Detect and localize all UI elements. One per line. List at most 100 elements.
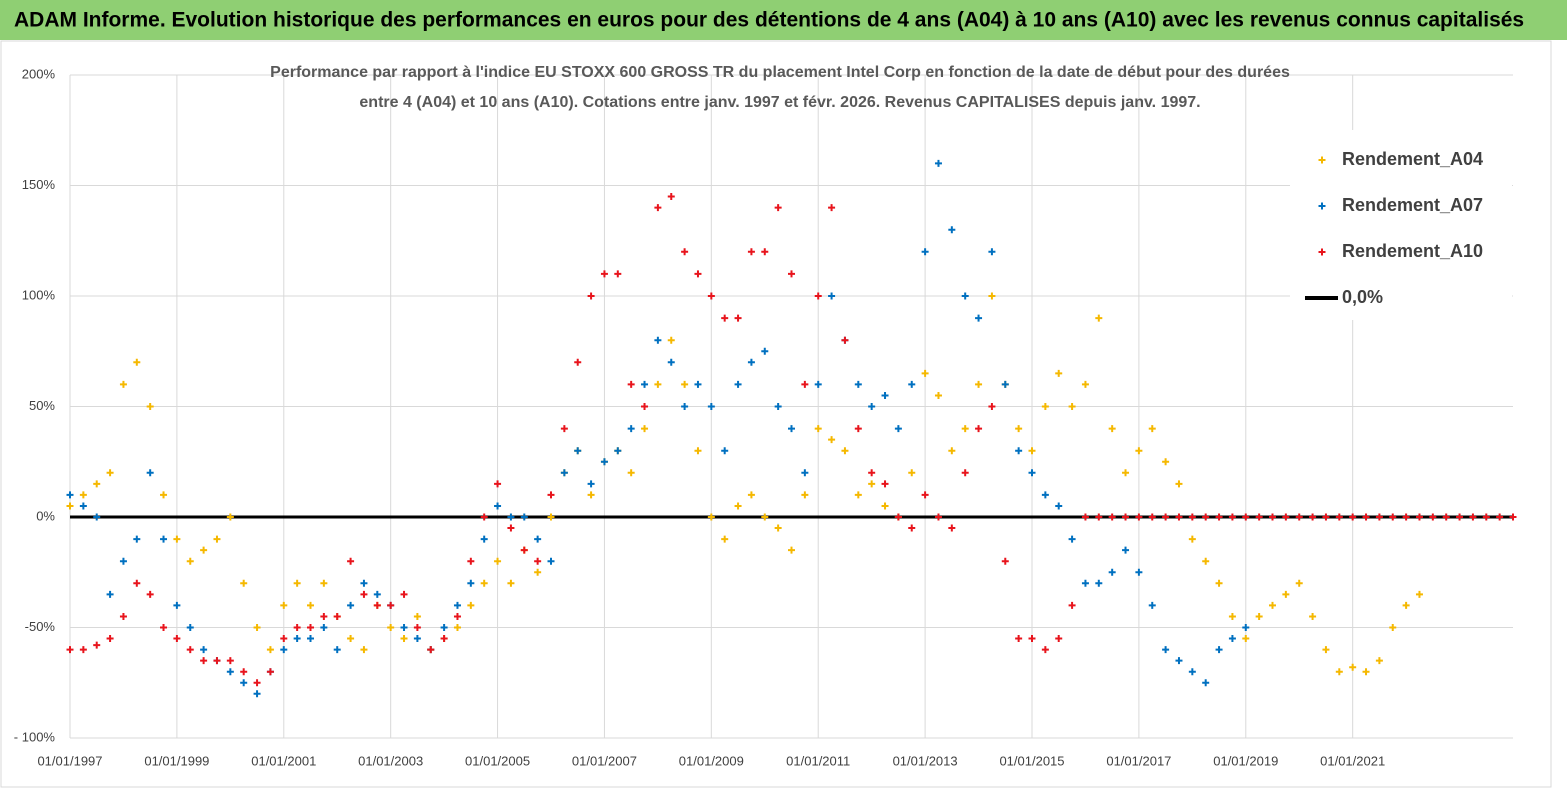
data-point [961, 425, 969, 433]
data-point [494, 557, 502, 565]
data-point [734, 314, 742, 322]
data-point [186, 624, 194, 631]
x-tick-label: 01/01/2005 [465, 753, 530, 768]
data-point [1188, 535, 1196, 543]
data-point [1202, 557, 1210, 565]
data-point [320, 612, 328, 620]
data-point [761, 347, 769, 355]
data-point [534, 557, 542, 565]
data-point [721, 535, 729, 543]
data-point [841, 336, 849, 344]
data-point [641, 380, 649, 388]
legend-label: Rendement_A07 [1342, 195, 1483, 215]
data-point [1282, 513, 1290, 521]
data-point [1375, 513, 1383, 521]
data-point [186, 557, 194, 565]
data-point [119, 557, 127, 565]
data-point [307, 635, 314, 643]
data-point [1295, 513, 1303, 521]
data-point [1148, 425, 1156, 433]
data-point [1215, 579, 1223, 587]
data-point [961, 292, 969, 300]
data-point [681, 403, 689, 410]
data-point [934, 159, 942, 167]
y-tick-label: 200% [22, 66, 56, 81]
data-point [1349, 513, 1357, 521]
data-point [1309, 612, 1317, 620]
data-point [453, 601, 461, 609]
data-point [253, 624, 261, 631]
data-point [908, 380, 916, 388]
data-point [507, 524, 515, 532]
data-point [1282, 590, 1290, 598]
data-point [146, 590, 154, 598]
data-point [307, 601, 314, 609]
data-point [160, 535, 168, 543]
legend-box [1290, 130, 1512, 320]
data-point [547, 491, 555, 499]
data-point [1215, 646, 1223, 654]
data-point [413, 612, 421, 620]
data-point [1255, 513, 1263, 521]
data-point [93, 480, 101, 488]
x-tick-label: 01/01/2007 [572, 753, 637, 768]
data-point [654, 204, 662, 212]
data-point [253, 690, 261, 698]
data-point [333, 612, 341, 620]
data-point [1108, 425, 1116, 433]
data-point [507, 579, 515, 587]
data-point [707, 403, 715, 410]
data-point [226, 668, 234, 676]
data-point [600, 270, 608, 278]
data-point [988, 292, 996, 300]
x-tick-label: 01/01/2003 [358, 753, 423, 768]
data-point [1415, 590, 1423, 598]
data-point [988, 403, 996, 410]
data-point [1081, 513, 1089, 521]
data-point [1509, 513, 1517, 521]
chart-title: Performance par rapport à l'indice EU ST… [270, 64, 1290, 81]
data-point [854, 425, 862, 433]
data-point [1001, 380, 1009, 388]
y-tick-label: 50% [29, 398, 55, 413]
data-point [627, 425, 635, 433]
data-point [627, 380, 635, 388]
data-point [801, 491, 809, 499]
data-point [1335, 668, 1343, 676]
data-point [1122, 469, 1130, 477]
data-point [627, 469, 635, 477]
y-tick-label: 150% [22, 177, 56, 192]
data-point [1095, 579, 1103, 587]
data-point [373, 601, 381, 609]
data-point [173, 535, 181, 543]
data-point [1228, 612, 1236, 620]
data-point [1108, 568, 1116, 576]
data-point [347, 557, 355, 565]
data-point [119, 612, 127, 620]
data-point [66, 502, 74, 510]
data-point [881, 391, 889, 399]
data-point [494, 480, 502, 488]
data-point [828, 436, 836, 444]
data-point [119, 380, 127, 388]
data-point [721, 447, 729, 455]
data-point [774, 524, 782, 532]
data-point [133, 579, 141, 587]
data-point [467, 557, 475, 565]
data-point [934, 391, 942, 399]
data-point [507, 513, 515, 521]
data-point [453, 624, 461, 631]
data-point [854, 380, 862, 388]
data-point [948, 226, 956, 234]
data-point [1456, 513, 1464, 521]
data-point [641, 403, 649, 410]
data-point [908, 469, 916, 477]
data-point [467, 601, 475, 609]
data-point [93, 513, 101, 521]
data-point [307, 624, 314, 631]
data-point [868, 469, 876, 477]
data-point [1041, 646, 1049, 654]
data-point [520, 546, 528, 554]
data-point [1081, 380, 1089, 388]
